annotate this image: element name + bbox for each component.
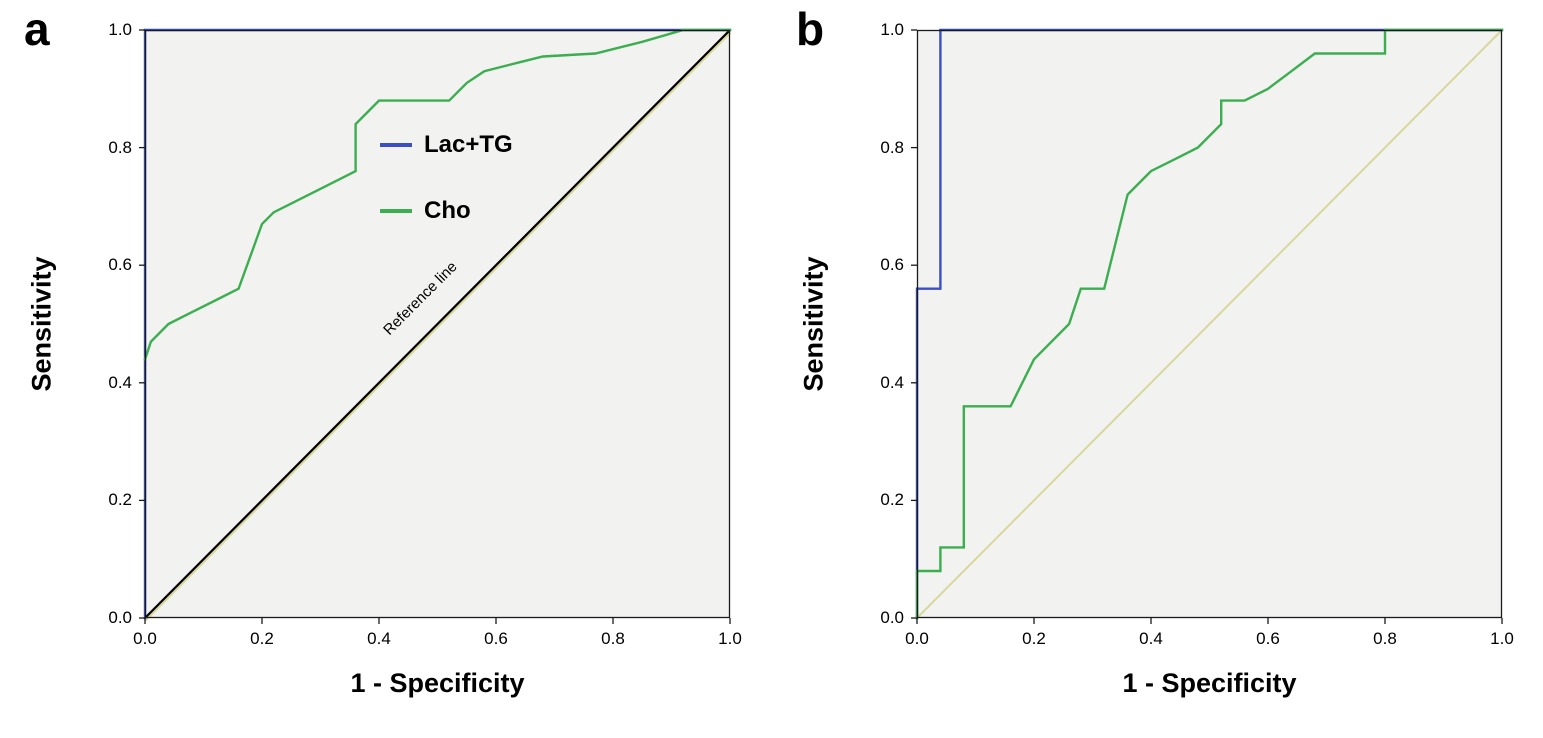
legend-item-lac-tg: Lac+TG <box>380 130 513 160</box>
lac-tg-line-swatch <box>380 143 412 147</box>
cho-line-swatch <box>380 209 412 213</box>
panel-a: a Sensitivity Lac+TG Cho Reference line … <box>0 0 771 738</box>
panel-b-y-axis-label: Sensitivity <box>798 256 829 392</box>
y-tick-label: 1.0 <box>880 20 904 39</box>
legend-label-lac-tg: Lac+TG <box>424 131 513 158</box>
y-tick-label: 0.2 <box>880 490 904 510</box>
panel-a-letter: a <box>24 3 50 55</box>
x-tick-label: 0.0 <box>905 629 929 648</box>
roc-plot-a <box>139 28 732 624</box>
y-tick-label: 1.0 <box>108 20 132 39</box>
y-tick-label: 0.8 <box>880 137 904 157</box>
roc-plot-b <box>911 28 1504 624</box>
legend-item-cho: Cho <box>380 196 513 226</box>
x-tick-label: 0.6 <box>1256 629 1280 648</box>
x-tick-label: 0.0 <box>133 629 157 648</box>
y-tick-label: 0.2 <box>108 490 132 510</box>
x-tick-label: 1.0 <box>718 629 742 648</box>
panel-b-letter: b <box>796 3 825 55</box>
legend-label-cho: Cho <box>424 197 471 224</box>
x-tick-label: 0.2 <box>1022 629 1046 648</box>
x-tick-label: 0.2 <box>250 629 274 648</box>
panel-b: b Sensitivity 1 - Specificity 0.0 0.2 0.4 0… <box>772 0 1543 738</box>
y-tick-label: 0.0 <box>880 608 904 627</box>
legend: Lac+TG Cho <box>380 130 513 262</box>
x-tick-label: 0.4 <box>367 629 391 648</box>
y-tick-label: 0.6 <box>108 255 132 275</box>
x-tick-label: 1.0 <box>1490 629 1514 648</box>
y-tick-label: 0.4 <box>880 372 904 392</box>
x-tick-label: 0.8 <box>1373 629 1397 648</box>
y-tick-label: 0.6 <box>880 255 904 275</box>
y-tick-label: 0.0 <box>108 608 132 627</box>
x-tick-label: 0.4 <box>1139 629 1163 648</box>
panel-a-y-axis-label: Sensitivity <box>26 256 57 392</box>
x-tick-label: 0.6 <box>484 629 508 648</box>
panel-b-x-axis-label: 1 - Specificity <box>1122 668 1297 698</box>
y-tick-label: 0.8 <box>108 137 132 157</box>
panel-a-x-axis-label: 1 - Specificity <box>350 668 525 698</box>
x-tick-label: 0.8 <box>601 629 625 648</box>
y-tick-label: 0.4 <box>108 372 132 392</box>
